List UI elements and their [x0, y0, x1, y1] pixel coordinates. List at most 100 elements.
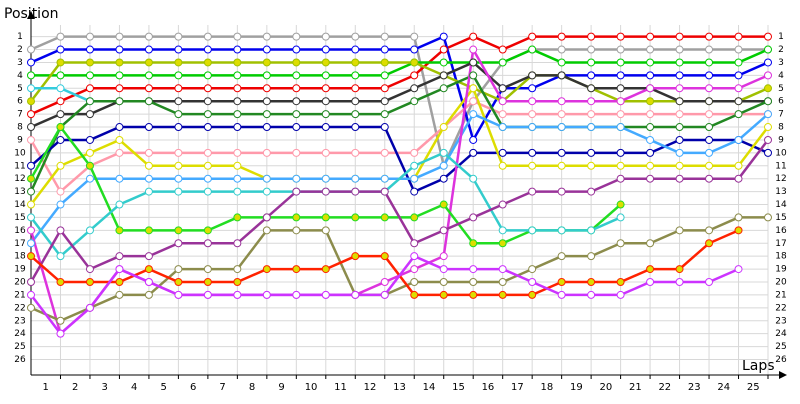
lap-marker [410, 45, 419, 54]
lap-marker [528, 45, 537, 54]
lap-marker [380, 148, 389, 157]
lap-marker [380, 32, 389, 41]
lap-marker [321, 84, 330, 93]
lap-marker [764, 32, 772, 41]
lap-marker [557, 110, 566, 119]
lap-marker [292, 265, 301, 274]
lap-marker [616, 290, 625, 299]
y-tick-label-right: 20 [775, 278, 787, 288]
lap-marker [85, 71, 94, 80]
lap-marker [351, 97, 360, 106]
lap-marker [675, 84, 684, 93]
lap-marker [321, 213, 330, 222]
lap-marker [233, 148, 242, 157]
series-line [30, 60, 768, 129]
lap-marker [174, 84, 183, 93]
lap-marker [616, 45, 625, 54]
lap-marker [646, 135, 655, 144]
lap-marker [321, 58, 330, 67]
lap-marker [705, 97, 714, 106]
y-tick-label-right: 24 [775, 329, 787, 339]
lap-marker [557, 187, 566, 196]
lap-marker [705, 161, 714, 170]
lap-marker [144, 174, 153, 183]
lap-marker [203, 97, 212, 106]
y-tick-label: 15 [14, 213, 25, 223]
lap-marker [410, 32, 419, 41]
lap-marker [439, 290, 448, 299]
lap-marker [27, 213, 35, 222]
lap-marker [675, 32, 684, 41]
lap-marker [85, 110, 94, 119]
lap-marker [56, 32, 65, 41]
lap-marker [56, 45, 65, 54]
lap-marker [410, 265, 419, 274]
lap-marker [380, 290, 389, 299]
lap-marker [174, 123, 183, 132]
y-tick-label: 24 [14, 329, 26, 339]
lap-marker [764, 58, 772, 67]
lap-marker [439, 226, 448, 235]
lap-marker [528, 148, 537, 157]
lap-marker [174, 45, 183, 54]
series-line [29, 99, 768, 194]
lap-marker [27, 290, 35, 299]
x-axis-label: Laps [742, 358, 775, 374]
y-tick-label: 22 [14, 303, 25, 313]
lap-marker [56, 84, 65, 93]
lap-marker [174, 187, 183, 196]
lap-marker [469, 58, 478, 67]
lap-marker [675, 58, 684, 67]
lap-marker [734, 161, 743, 170]
lap-marker [646, 174, 655, 183]
lap-marker [557, 252, 566, 261]
lap-marker [115, 290, 124, 299]
x-tick-label: 17 [511, 382, 524, 393]
lap-marker [115, 200, 124, 209]
lap-marker [351, 148, 360, 157]
lap-marker [528, 278, 537, 287]
lap-marker [144, 84, 153, 93]
series-line [30, 61, 769, 103]
lap-marker [439, 174, 448, 183]
lap-marker [410, 290, 419, 299]
lap-marker [557, 123, 566, 132]
lap-marker [85, 278, 94, 287]
lap-marker [174, 148, 183, 157]
x-tick-label: 20 [599, 382, 612, 393]
lap-marker [174, 278, 183, 287]
lap-marker [27, 58, 35, 67]
lap-marker [351, 58, 360, 67]
lap-marker [705, 148, 714, 157]
lap-marker [292, 187, 301, 196]
lap-marker [85, 45, 94, 54]
lap-marker [705, 226, 714, 235]
lap-marker [380, 45, 389, 54]
lap-marker [705, 123, 714, 132]
lap-marker [233, 110, 242, 119]
lap-marker [439, 84, 448, 93]
x-tick-label: 14 [423, 382, 436, 393]
lap-marker [115, 135, 124, 144]
lap-marker [144, 187, 153, 196]
lap-marker [498, 45, 507, 54]
lap-marker [469, 135, 478, 144]
lap-marker [203, 45, 212, 54]
lap-marker [144, 265, 153, 274]
x-tick-label: 19 [570, 382, 583, 393]
lap-marker [380, 123, 389, 132]
lap-marker [203, 123, 212, 132]
series-line [30, 34, 769, 144]
lap-marker [380, 174, 389, 183]
y-tick-label-right: 23 [775, 316, 786, 326]
lap-marker [262, 110, 271, 119]
lap-marker [321, 45, 330, 54]
lap-marker [233, 278, 242, 287]
lap-marker [233, 123, 242, 132]
lap-marker [734, 174, 743, 183]
lap-marker [616, 71, 625, 80]
lap-marker [203, 226, 212, 235]
lap-marker [203, 278, 212, 287]
lap-marker [292, 71, 301, 80]
y-tick-label: 2 [17, 45, 23, 55]
